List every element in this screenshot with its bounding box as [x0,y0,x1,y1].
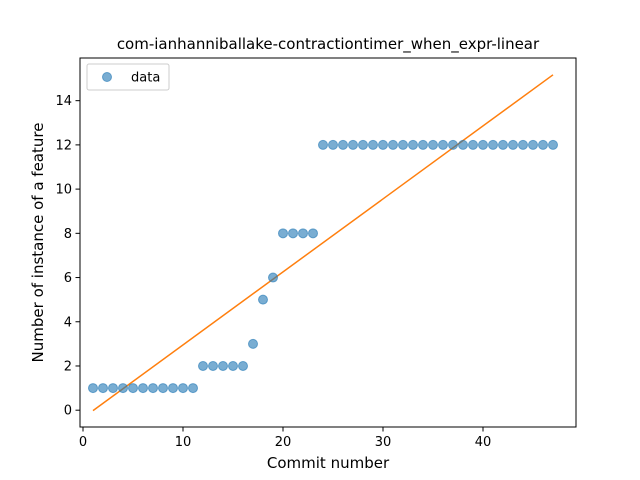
data-point [118,383,128,394]
data-point [448,139,458,150]
data-point [358,139,368,150]
data-point [398,139,408,150]
x-tick-label: 0 [79,435,87,450]
y-tick-label: 6 [64,271,72,286]
y-tick-label: 10 [55,183,72,198]
y-tick-label: 0 [64,404,72,419]
legend: data [86,63,170,91]
data-point [518,139,528,150]
y-axis-label: Number of instance of a feature [29,123,47,363]
data-point [278,228,288,239]
data-point [438,139,448,150]
data-point [108,383,118,394]
x-tick-label: 20 [275,435,292,450]
y-tick-label: 12 [55,138,72,153]
data-point [218,360,228,371]
x-tick-label: 40 [475,435,492,450]
data-point [248,338,258,349]
data-point [498,139,508,150]
data-point [288,228,298,239]
data-point [268,272,278,283]
y-tick-label: 14 [55,94,72,109]
data-point [318,139,328,150]
data-point [258,294,268,305]
data-point [508,139,518,150]
data-point [188,383,198,394]
data-point [428,139,438,150]
legend-label: data [131,71,160,86]
y-tick-label: 2 [64,359,72,374]
data-point [408,139,418,150]
chart-title: com-ianhanniballake-contractiontimer_whe… [117,35,540,54]
data-point [298,228,308,239]
data-point [388,139,398,150]
data-point [338,139,348,150]
plot-area [88,74,558,412]
data-point [88,383,98,394]
data-point [308,228,318,239]
data-point [128,383,138,394]
data-point [98,383,108,394]
data-point [328,139,338,150]
data-point [478,139,488,150]
data-point [238,360,248,371]
data-point [178,383,188,394]
data-point [198,360,208,371]
data-point [528,139,538,150]
x-tick-label: 10 [175,435,192,450]
data-point [458,139,468,150]
data-point [368,139,378,150]
x-tick-label: 30 [375,435,392,450]
y-tick-label: 8 [64,227,72,242]
data-point [548,139,558,150]
data-point [148,383,158,394]
data-point [138,383,148,394]
data-point [378,139,388,150]
x-axis-label: Commit number [267,454,390,472]
data-point [488,139,498,150]
legend-frame [86,63,170,91]
data-point [468,139,478,150]
data-point [158,383,168,394]
data-point [168,383,178,394]
axes-frame [79,57,577,428]
y-axis-ticks: 0 2 4 6 8 10 12 14 [55,94,80,419]
fit-line [92,74,554,412]
legend-marker [102,72,112,82]
y-tick-label: 4 [64,315,72,330]
data-point [208,360,218,371]
x-axis-ticks: 0 10 20 30 40 [79,427,491,450]
data-point [228,360,238,371]
data-point [538,139,548,150]
data-point [418,139,428,150]
data-point [348,139,358,150]
